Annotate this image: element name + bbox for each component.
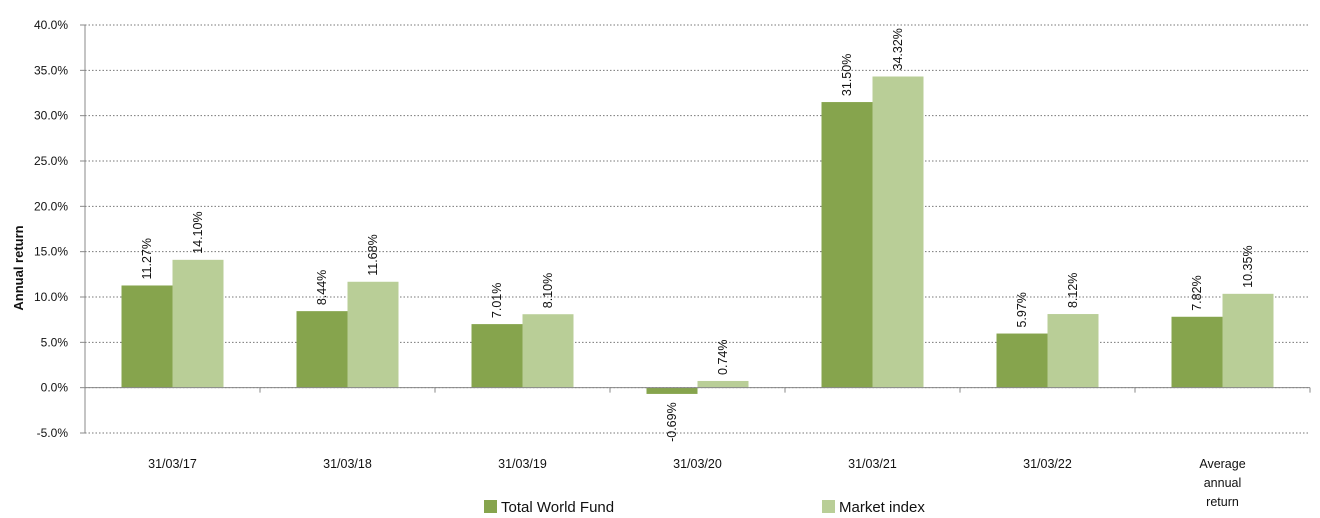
data-label: 8.44% — [315, 270, 329, 305]
data-label: 11.27% — [140, 238, 154, 279]
bar-total-world-fund — [296, 311, 348, 388]
bar-market-index — [1047, 314, 1099, 388]
data-label: 8.12% — [1066, 273, 1080, 308]
x-tick-label: 31/03/20 — [673, 457, 722, 471]
bar-total-world-fund — [646, 387, 698, 394]
y-tick-label: 35.0% — [34, 63, 68, 77]
data-label: 5.97% — [1015, 292, 1029, 327]
y-tick-label: 10.0% — [34, 290, 68, 304]
data-label: 14.10% — [191, 211, 205, 253]
x-tick-label: Average — [1199, 457, 1245, 471]
data-label: 7.01% — [490, 283, 504, 318]
bar-total-world-fund — [471, 324, 523, 388]
x-tick-label: 31/03/17 — [148, 457, 197, 471]
bars — [121, 76, 1274, 394]
bar-market-index — [697, 380, 749, 388]
x-tick-label: 31/03/22 — [1023, 457, 1072, 471]
bar-total-world-fund — [1171, 316, 1223, 388]
y-axis-label: Annual return — [11, 225, 26, 310]
bar-market-index — [172, 259, 224, 388]
bar-market-index — [522, 314, 574, 388]
data-label: -0.69% — [665, 402, 679, 442]
y-tick-label: 30.0% — [34, 109, 68, 123]
bar-total-world-fund — [996, 333, 1048, 388]
bar-market-index — [347, 281, 399, 388]
y-tick-label: 40.0% — [34, 18, 68, 32]
data-label: 8.10% — [541, 273, 555, 308]
x-tick-label: annual — [1204, 476, 1242, 490]
gridlines — [85, 24, 1310, 434]
x-tick-labels: 31/03/17 31/03/18 31/03/19 31/03/20 31/03/21… — [148, 457, 1246, 509]
axes — [80, 24, 1311, 434]
data-label: 31.50% — [840, 54, 854, 96]
legend-swatch — [484, 500, 497, 513]
x-tick-label: 31/03/18 — [323, 457, 372, 471]
data-label: 10.35% — [1241, 245, 1255, 287]
data-labels: 11.27% 8.44% 7.01% -0.69% 31.50% 5.97% 7.82% 14… — [140, 28, 1255, 442]
y-tick-label: -5.0% — [37, 426, 69, 440]
x-tick-label: 31/03/19 — [498, 457, 547, 471]
data-label: 11.68% — [366, 234, 380, 275]
data-label: 34.32% — [891, 28, 905, 70]
y-tick-label: 25.0% — [34, 154, 68, 168]
x-tick-label: return — [1206, 495, 1239, 509]
bar-total-world-fund — [121, 285, 173, 388]
data-label: 0.74% — [716, 340, 730, 375]
bar-total-world-fund — [821, 102, 873, 388]
y-tick-label: 5.0% — [41, 335, 69, 349]
data-label: 7.82% — [1190, 275, 1204, 310]
legend-label: Total World Fund — [501, 499, 614, 516]
legend-swatch — [822, 500, 835, 513]
y-tick-labels: -5.0% 0.0% 5.0% 10.0% 15.0% 20.0% 25.0% 30.0% 35… — [34, 18, 68, 440]
x-tick-label: 31/03/21 — [848, 457, 897, 471]
bar-market-index — [1222, 293, 1274, 388]
bar-market-index — [872, 76, 924, 388]
legend-label: Market index — [839, 499, 925, 516]
y-tick-label: 0.0% — [41, 381, 69, 395]
legend: Total World Fund Market index — [484, 499, 925, 516]
y-tick-label: 20.0% — [34, 199, 68, 213]
y-tick-label: 15.0% — [34, 245, 68, 259]
